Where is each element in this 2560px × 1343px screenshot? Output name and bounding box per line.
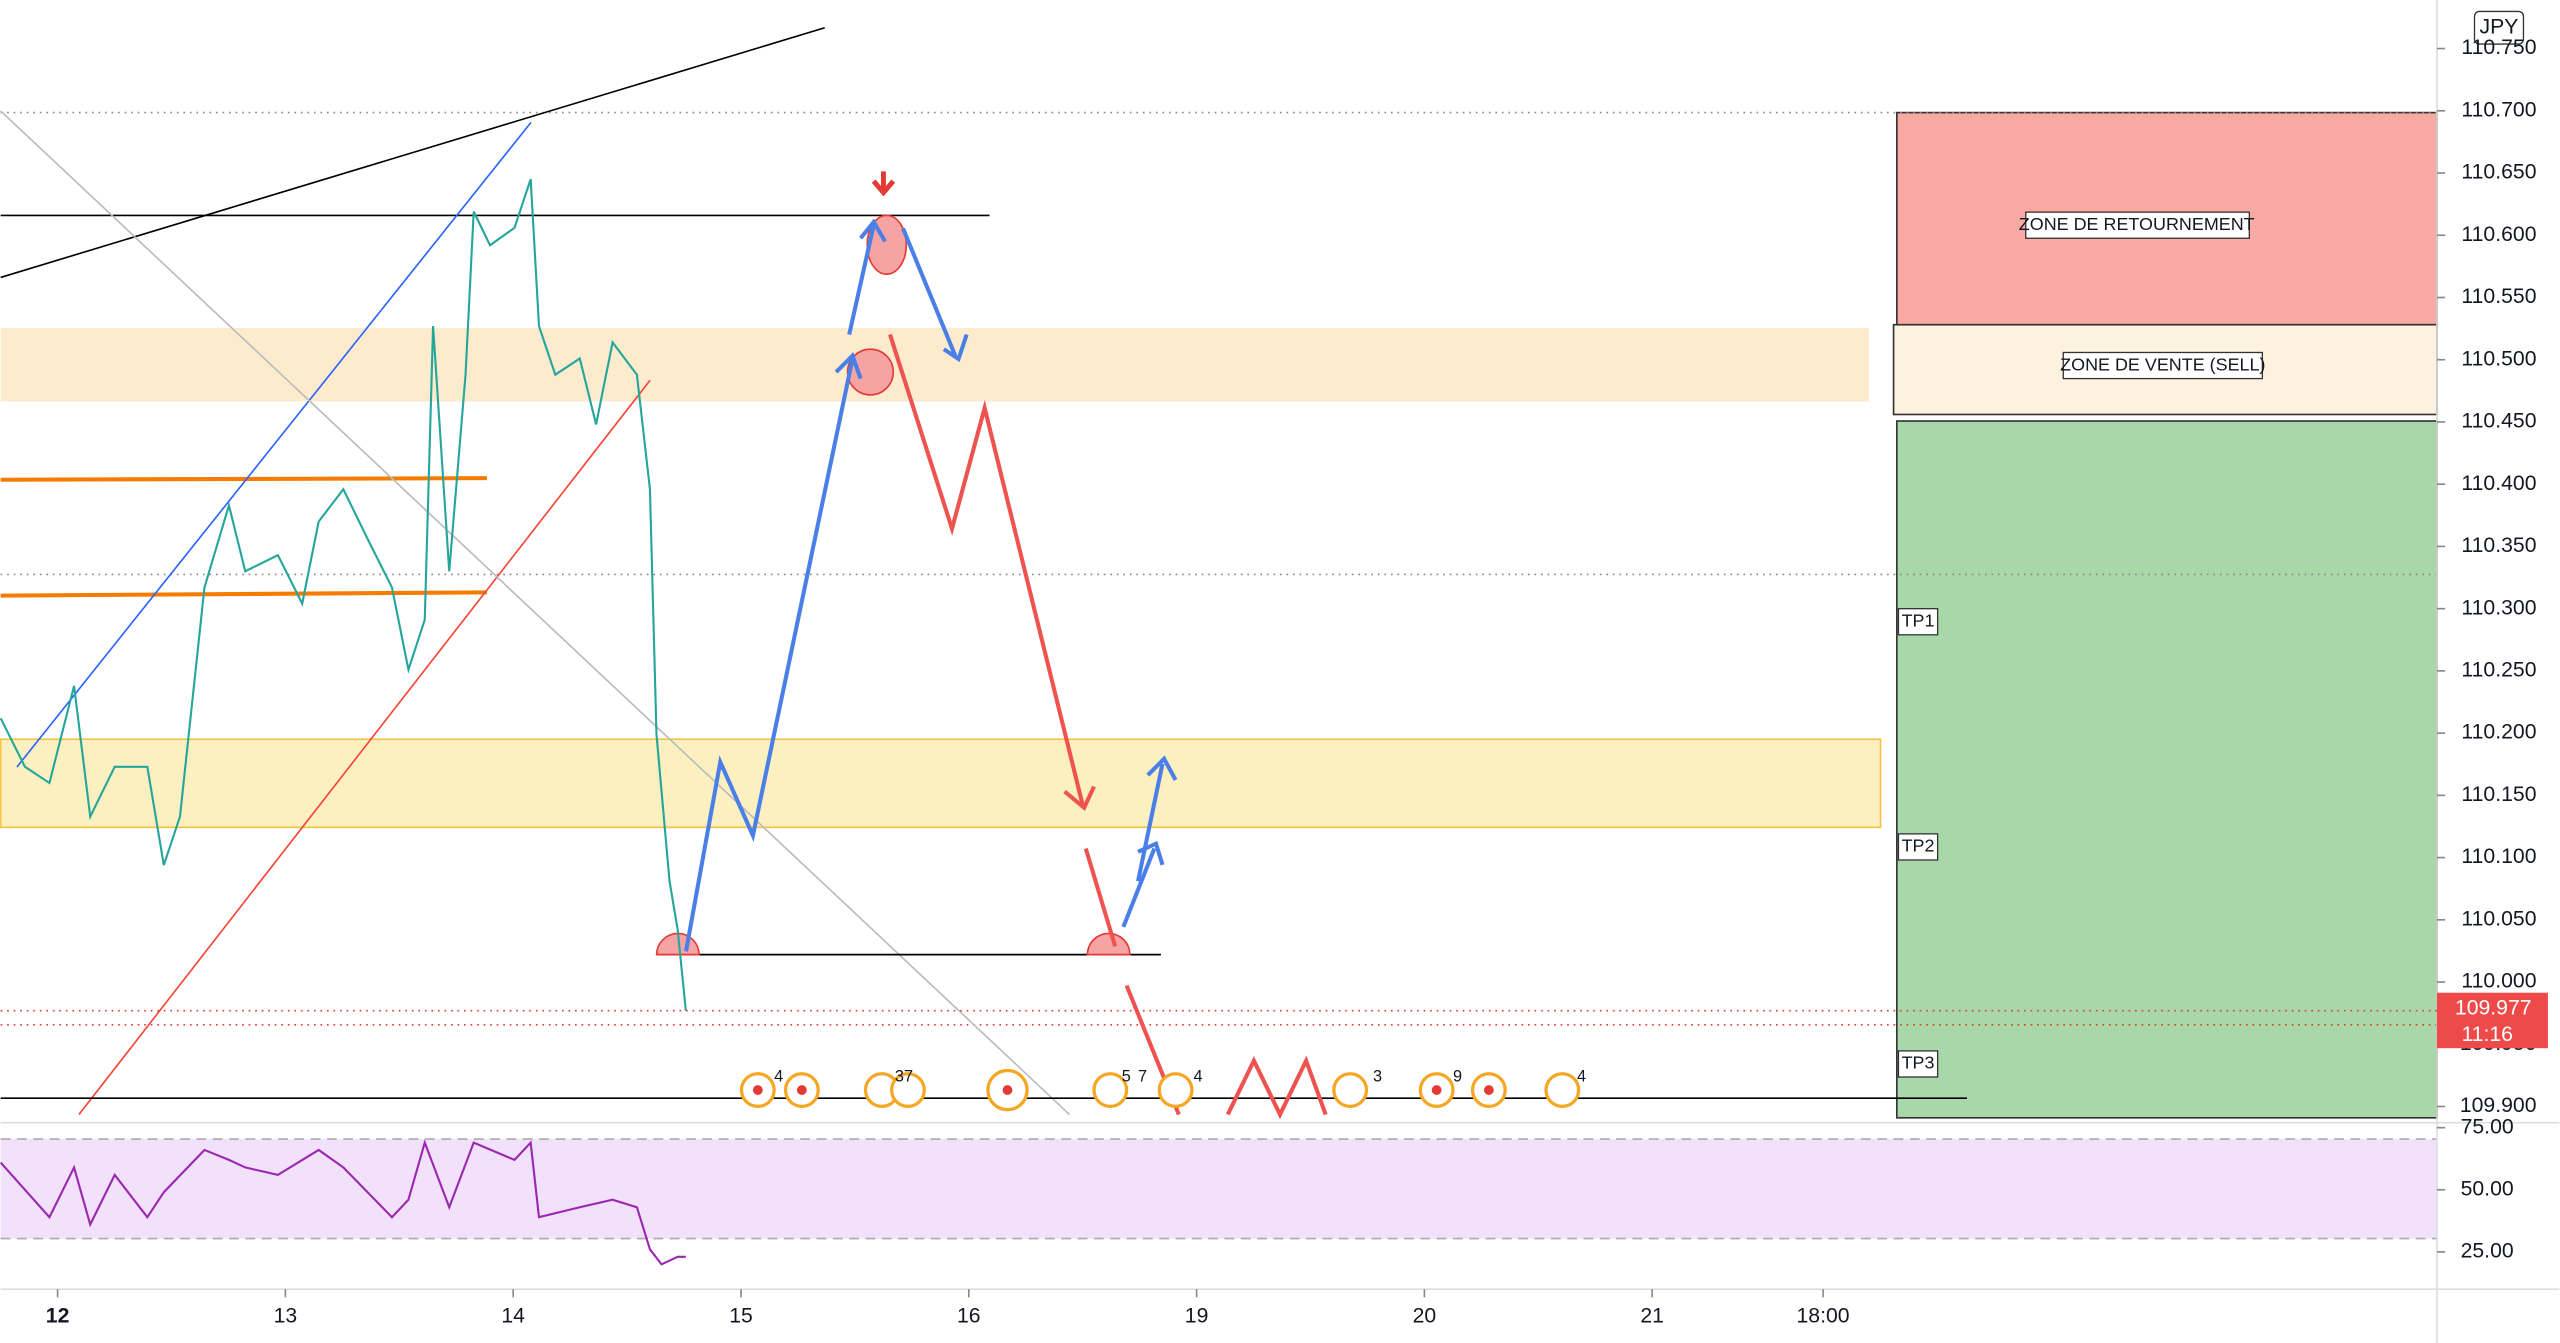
y-tick-label: 110.100 bbox=[2461, 845, 2536, 868]
y-tick-label: 110.500 bbox=[2461, 347, 2536, 370]
zone-band bbox=[0, 327, 1870, 402]
zone-label: ZONE DE RETOURNEMENT bbox=[2019, 214, 2255, 234]
tp-label: TP2 bbox=[1902, 836, 1935, 856]
y-tick-label: 110.750 bbox=[2461, 36, 2536, 59]
event-count: 37 bbox=[895, 1067, 913, 1085]
y-tick-label: 110.150 bbox=[2461, 783, 2536, 806]
y-tick-label: 110.550 bbox=[2461, 285, 2536, 308]
trend-line bbox=[78, 379, 651, 1116]
tp-label: TP3 bbox=[1902, 1053, 1935, 1073]
y-tick-label: 110.000 bbox=[2461, 970, 2536, 993]
x-tick-label: 12 bbox=[46, 1305, 70, 1328]
currency: JPY bbox=[2480, 15, 2519, 38]
rsi-tick-label: 25.00 bbox=[2461, 1239, 2514, 1262]
y-tick-label: 109.900 bbox=[2460, 1094, 2537, 1117]
event-count: 3 bbox=[1373, 1067, 1382, 1085]
y-tick-label: 110.350 bbox=[2461, 534, 2536, 557]
marker bbox=[846, 348, 895, 396]
h-line bbox=[0, 590, 487, 598]
label-box bbox=[1897, 1050, 1939, 1078]
y-tick-label: 110.450 bbox=[2461, 410, 2536, 433]
rsi-tick-label: 75.00 bbox=[2461, 1115, 2514, 1138]
event-count: 4 bbox=[1194, 1067, 1203, 1085]
label-box bbox=[2025, 211, 2250, 239]
labels: ZONE DE RETOURNEMENT ZONE DE VENTE (SELL… bbox=[1897, 10, 2525, 1078]
rsi-tick-label: 50.00 bbox=[2461, 1177, 2514, 1200]
path-up bbox=[684, 218, 1178, 952]
y-tick-label: 110.700 bbox=[2461, 98, 2536, 121]
y-tick-label: 110.250 bbox=[2461, 658, 2536, 681]
y-tick-label: 110.650 bbox=[2461, 161, 2536, 184]
event-icons bbox=[739, 1068, 1581, 1112]
rsi-band bbox=[0, 1139, 2437, 1239]
event-count: 4 bbox=[774, 1067, 783, 1085]
x-tick-label: 15 bbox=[729, 1305, 753, 1328]
currency-box bbox=[2473, 10, 2525, 45]
x-tick-label: 13 bbox=[274, 1305, 298, 1328]
series-line bbox=[0, 178, 687, 1011]
x-tick-label: 21 bbox=[1640, 1305, 1664, 1328]
y-tick-label: 110.400 bbox=[2461, 472, 2536, 495]
arrow bbox=[871, 171, 896, 197]
event-count: 5 bbox=[1122, 1067, 1131, 1085]
path-down bbox=[888, 333, 1328, 1120]
last-price-label: 109.977 bbox=[2455, 997, 2532, 1020]
x-tick-label: 14 bbox=[501, 1305, 525, 1328]
x-tick-label: 20 bbox=[1413, 1305, 1437, 1328]
label-box bbox=[2062, 351, 2264, 380]
y-tick-label: 110.050 bbox=[2461, 907, 2536, 930]
event-count: 9 bbox=[1453, 1067, 1462, 1085]
marker bbox=[1086, 932, 1131, 956]
trend-line bbox=[0, 26, 825, 279]
zone-label: ZONE DE VENTE (SELL) bbox=[2060, 354, 2265, 374]
y-tick-label: 110.300 bbox=[2461, 596, 2536, 619]
label-box bbox=[1897, 833, 1939, 861]
countdown: 11:16 bbox=[2461, 1023, 2513, 1046]
tp-label: TP1 bbox=[1902, 610, 1935, 630]
trend-line bbox=[0, 110, 1071, 1116]
series-line bbox=[0, 1139, 686, 1266]
trend-line bbox=[16, 121, 532, 768]
x-tick-label: 16 bbox=[957, 1305, 981, 1328]
x-tick-label: 18:00 bbox=[1797, 1305, 1850, 1328]
event-count: 7 bbox=[1138, 1067, 1147, 1085]
h-line bbox=[0, 476, 487, 482]
event-dots bbox=[752, 1085, 1494, 1095]
last-price-box bbox=[2436, 992, 2548, 1049]
y-tick-label: 110.600 bbox=[2461, 223, 2536, 246]
label-box bbox=[1897, 608, 1939, 636]
event-count: 4 bbox=[1577, 1067, 1586, 1085]
target-zone bbox=[1896, 420, 2438, 1119]
y-tick-label: 110.200 bbox=[2461, 721, 2536, 744]
zone-band bbox=[0, 738, 1882, 829]
x-tick-label: 19 bbox=[1185, 1305, 1209, 1328]
